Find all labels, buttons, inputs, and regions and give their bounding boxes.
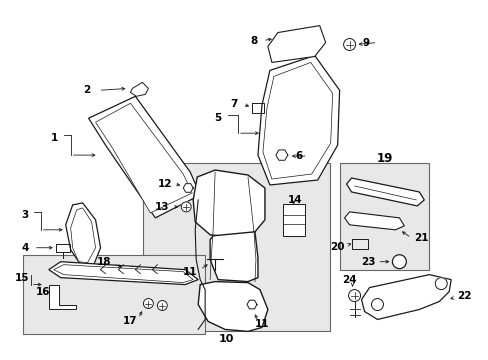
Text: 7: 7: [230, 99, 237, 109]
Bar: [143, 163, 329, 332]
Polygon shape: [88, 96, 200, 218]
Text: 20: 20: [329, 242, 344, 252]
Polygon shape: [193, 170, 264, 238]
Text: 6: 6: [295, 151, 303, 161]
Circle shape: [157, 301, 167, 310]
Polygon shape: [361, 275, 450, 319]
Text: 8: 8: [250, 36, 257, 46]
Text: 3: 3: [21, 210, 28, 220]
Circle shape: [143, 298, 153, 309]
Text: 12: 12: [157, 179, 171, 189]
Text: 15: 15: [14, 273, 29, 283]
Polygon shape: [210, 232, 258, 282]
Text: 10: 10: [218, 334, 233, 345]
Text: 4: 4: [21, 243, 28, 253]
Text: 19: 19: [375, 152, 392, 165]
Polygon shape: [130, 82, 148, 96]
Polygon shape: [49, 285, 76, 310]
Text: 2: 2: [83, 85, 90, 95]
Text: 17: 17: [123, 316, 138, 327]
Circle shape: [371, 298, 383, 310]
Text: 13: 13: [154, 202, 168, 212]
Text: 11: 11: [183, 267, 197, 276]
Text: 14: 14: [287, 195, 302, 205]
Text: 24: 24: [342, 275, 356, 285]
Polygon shape: [346, 178, 424, 206]
Polygon shape: [71, 208, 95, 263]
Polygon shape: [258, 55, 339, 185]
Text: 5: 5: [214, 113, 221, 123]
Circle shape: [348, 289, 360, 302]
Bar: [23, 255, 205, 334]
Text: 23: 23: [360, 257, 375, 267]
Polygon shape: [65, 203, 101, 268]
Text: 1: 1: [51, 133, 58, 143]
Text: 18: 18: [97, 257, 112, 267]
Polygon shape: [95, 103, 192, 213]
Polygon shape: [275, 150, 287, 160]
Polygon shape: [49, 262, 198, 285]
Text: 9: 9: [362, 37, 369, 48]
Polygon shape: [246, 300, 256, 309]
Circle shape: [392, 255, 406, 269]
Circle shape: [181, 202, 191, 212]
Bar: [339, 163, 428, 270]
Text: 16: 16: [36, 287, 51, 297]
Polygon shape: [198, 282, 267, 332]
Polygon shape: [183, 184, 193, 192]
Text: 22: 22: [456, 291, 471, 301]
Polygon shape: [267, 26, 325, 62]
Text: 11: 11: [254, 319, 268, 329]
Polygon shape: [344, 212, 404, 230]
Circle shape: [434, 278, 447, 289]
Polygon shape: [54, 265, 193, 283]
Bar: [282, 204, 304, 236]
Circle shape: [343, 39, 355, 50]
Text: 21: 21: [413, 233, 428, 243]
Polygon shape: [263, 62, 332, 179]
